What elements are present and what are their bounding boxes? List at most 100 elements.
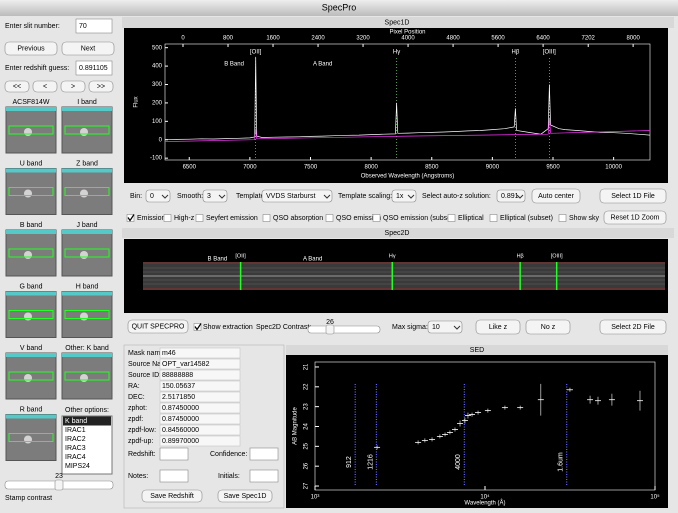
rest-frame-label: 1216 (367, 454, 374, 470)
dropdown-value: 0 (150, 193, 154, 200)
checkbox[interactable] (163, 214, 172, 222)
button[interactable] (603, 210, 667, 225)
button[interactable] (475, 319, 521, 335)
stamp-slit-box (64, 248, 110, 258)
dropdown-arrow (453, 325, 461, 330)
y-tick-label: 0 (159, 137, 163, 143)
info-label: zpdf-low: (128, 427, 156, 434)
stamp-scale-bar (6, 414, 56, 419)
text-field[interactable] (249, 469, 279, 483)
button[interactable] (217, 489, 273, 503)
button[interactable] (599, 319, 667, 335)
stamp-label: V band (20, 345, 42, 352)
dropdown-value: 10 (432, 324, 440, 331)
button[interactable] (127, 319, 189, 334)
checkbox-label: Emission (137, 215, 166, 222)
button-label: Reset 1D Zoom (610, 214, 659, 221)
stamp-slit-box (8, 248, 54, 258)
text-field[interactable] (75, 60, 113, 76)
dropdown[interactable] (145, 189, 171, 203)
dropdown[interactable] (202, 189, 228, 203)
info-value-box (159, 402, 241, 414)
dropdown[interactable] (496, 189, 526, 203)
checkbox-label: Show sky (569, 215, 599, 222)
dropdown-value: 1x (396, 193, 404, 200)
option-item: K band (65, 418, 87, 425)
info-value: 0.87450000 (162, 416, 199, 423)
checkbox[interactable] (262, 214, 271, 222)
dropdown-arrow (516, 194, 524, 199)
text-field[interactable] (159, 447, 189, 461)
button-label: > (71, 83, 75, 90)
x-tick-label: 10⁴ (480, 494, 490, 501)
button-label: Next (81, 45, 95, 52)
checkbox-label: QSO absorption (273, 215, 323, 222)
checkbox[interactable] (195, 214, 204, 222)
line-label: [OII] (235, 253, 246, 259)
panel-header (122, 228, 674, 238)
rest-frame-label: 4000 (455, 454, 462, 470)
info-label: zpdf-up: (128, 438, 153, 445)
checkbox-label: High-z (174, 215, 195, 222)
button[interactable] (531, 188, 581, 204)
label: Other options: (65, 407, 109, 414)
line-label: Hγ (389, 253, 396, 259)
y-tick-label: 24 (304, 423, 310, 430)
button[interactable] (61, 41, 115, 56)
x2-tick-label: 3200 (356, 36, 370, 42)
slider-thumb[interactable] (325, 324, 335, 335)
y-tick-label: 25 (304, 442, 310, 449)
button[interactable] (4, 80, 30, 93)
panel-title: Spec2D (385, 230, 410, 237)
label: Confidence: (210, 451, 247, 458)
checkbox[interactable] (489, 214, 498, 222)
x2-tick-label: 6400 (536, 36, 550, 42)
option-item: IRAC4 (65, 454, 86, 461)
label: Enter redshift guess: (5, 65, 69, 72)
checkbox[interactable] (126, 214, 135, 222)
slider-thumb[interactable] (54, 479, 64, 491)
button[interactable] (525, 319, 571, 335)
info-label: zphot: (128, 405, 147, 412)
dropdown[interactable] (427, 320, 463, 334)
button[interactable] (88, 80, 114, 93)
label: Template scaling: (338, 193, 392, 200)
rest-frame-label: 912 (346, 456, 353, 468)
panel-title: Spec1D (385, 19, 410, 26)
button[interactable] (32, 80, 58, 93)
button[interactable] (60, 80, 86, 93)
checkbox[interactable] (325, 214, 334, 222)
button[interactable] (141, 489, 203, 503)
info-value: m46 (162, 350, 176, 357)
y-tick-label: 300 (152, 82, 163, 88)
band-label: A Band (313, 62, 332, 68)
button[interactable] (4, 41, 58, 56)
stamp-slit-box (8, 187, 54, 196)
text-field[interactable] (75, 18, 113, 34)
checkbox[interactable] (558, 214, 567, 222)
y-tick-label: 27 (304, 482, 310, 489)
title-bar (0, 0, 678, 16)
stamp-scale-bar (6, 230, 56, 234)
label: Stamp contrast (5, 495, 52, 502)
x2-tick-label: 7202 (582, 36, 596, 42)
dropdown-value: 3 (207, 193, 211, 200)
button[interactable] (599, 188, 667, 204)
stamp-slit-box (64, 310, 110, 319)
checkbox[interactable] (372, 214, 381, 222)
x2-axis-label: Pixel Position (389, 30, 425, 36)
button-label: Auto center (538, 193, 574, 200)
text-field[interactable] (249, 447, 279, 461)
y-tick-label: 22 (304, 383, 310, 390)
option-item: IRAC2 (65, 436, 86, 443)
dropdown[interactable] (261, 189, 333, 203)
x2-tick-label: 0 (181, 36, 185, 42)
text-field[interactable] (159, 469, 189, 483)
stamp-slit-box (8, 371, 54, 381)
checkbox[interactable] (193, 323, 202, 331)
dropdown[interactable] (391, 189, 417, 203)
checkbox[interactable] (447, 214, 456, 222)
slider-track[interactable] (307, 325, 381, 334)
dropdown-value: VVDS Starburst (266, 193, 315, 200)
rest-frame-label: 1.6um (558, 452, 565, 472)
